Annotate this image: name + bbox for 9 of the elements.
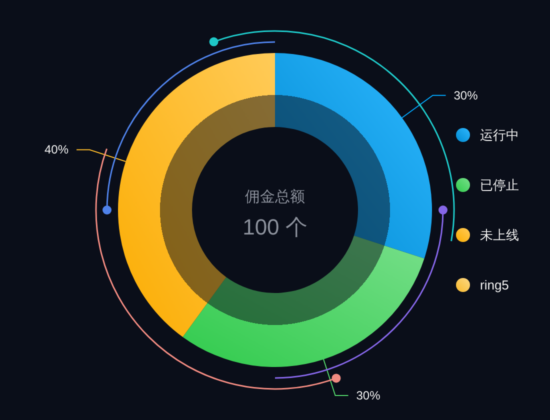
text: 佣金总额 <box>245 188 305 206</box>
data-label: 40% <box>44 142 69 157</box>
text: 100 个 <box>242 214 308 240</box>
data-label: 30% <box>454 88 478 102</box>
legend-label: 已停止 <box>480 178 519 192</box>
legend-label: 运行中 <box>480 128 519 142</box>
legend-label: 未上线 <box>480 228 519 242</box>
data-label: 30% <box>356 388 381 402</box>
legend-label: ring5 <box>480 278 509 292</box>
